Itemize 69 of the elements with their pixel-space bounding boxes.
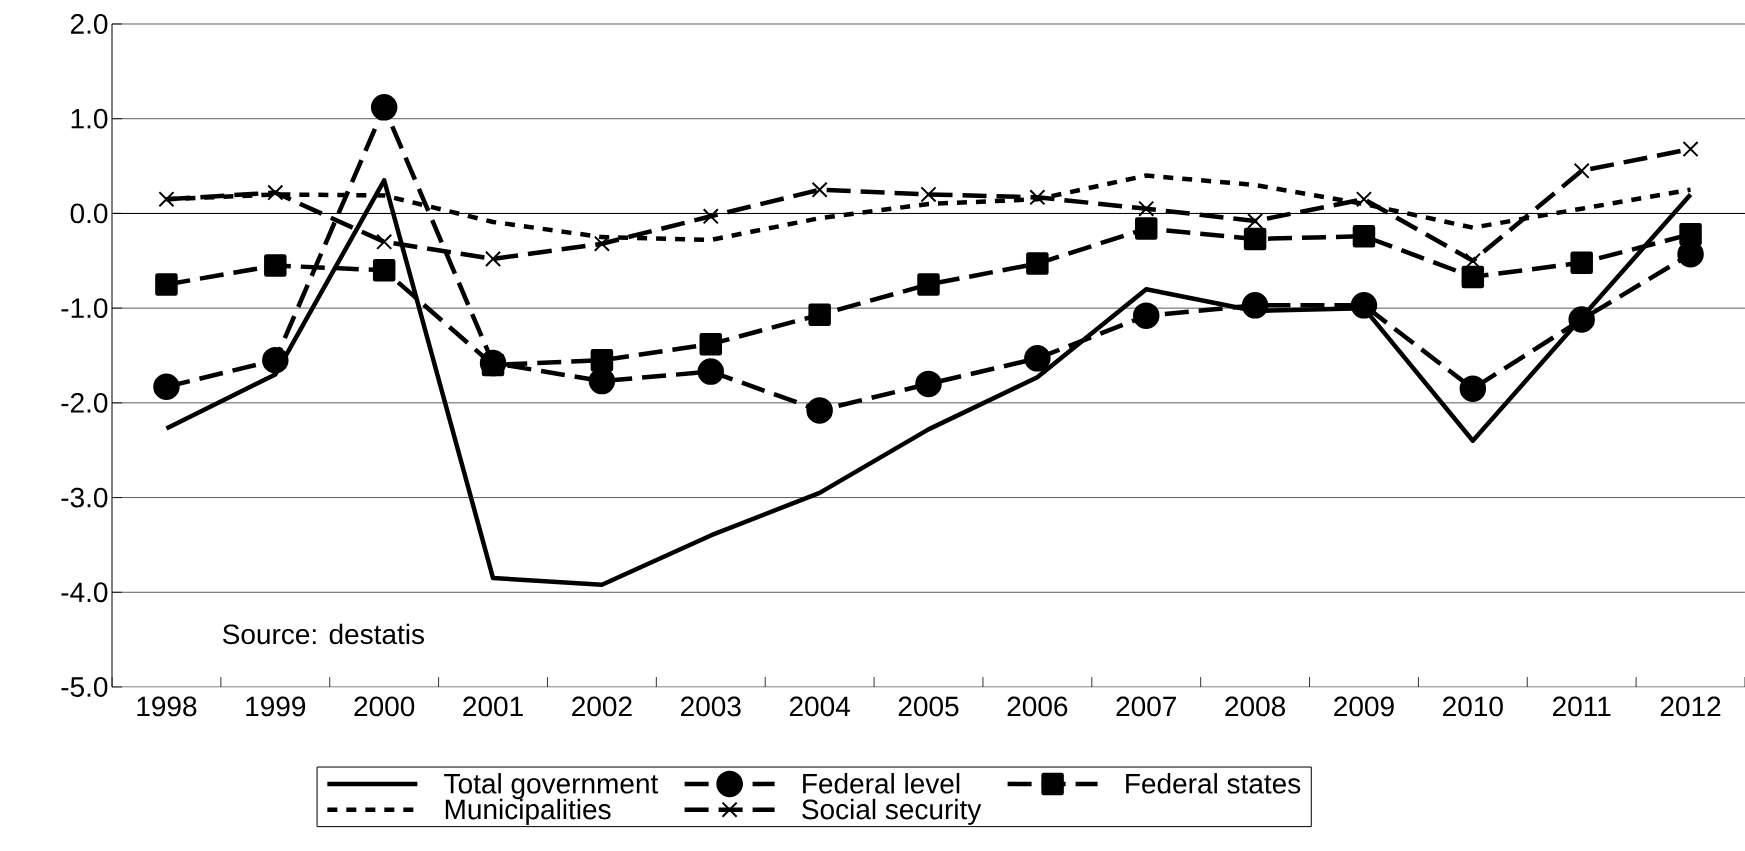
point [1243, 227, 1267, 251]
point [267, 184, 284, 201]
point [479, 349, 507, 377]
y-tick-label: -4.0 [61, 582, 108, 603]
point [1461, 265, 1485, 289]
x-tick-label: 1998 [137, 696, 197, 717]
point [372, 259, 396, 282]
point [153, 373, 180, 400]
point [264, 254, 287, 277]
x-tick-label: 2011 [1553, 696, 1611, 717]
point [697, 358, 725, 385]
point [1024, 345, 1051, 372]
legend-label: Municipalities [445, 798, 611, 825]
point [155, 273, 178, 296]
y-tick-label: -2.0 [61, 392, 108, 413]
y-tick-label: 1.0 [71, 108, 108, 129]
legend-label: Federal states [1126, 773, 1301, 794]
point [1570, 251, 1593, 274]
y-tick-label: 0.0 [70, 203, 108, 224]
point [1352, 224, 1376, 248]
point [1682, 140, 1699, 158]
x-tick-label: 2010 [1443, 696, 1503, 717]
point [1247, 212, 1264, 230]
x-tick-label: 1999 [246, 696, 306, 717]
point [808, 303, 831, 327]
point [262, 346, 289, 374]
x-tick-label: 2009 [1334, 696, 1394, 717]
point [702, 208, 719, 225]
point [1355, 191, 1373, 208]
point [1029, 189, 1046, 206]
point [593, 235, 610, 252]
point [806, 397, 833, 424]
annotation: Source: destatis [222, 623, 425, 645]
point [915, 370, 942, 398]
point [376, 233, 393, 250]
point [811, 181, 828, 198]
y-tick-label: -5.0 [61, 677, 108, 697]
point [484, 250, 502, 267]
point [1138, 200, 1155, 217]
point [1568, 306, 1595, 333]
point [158, 191, 175, 208]
point [1573, 162, 1590, 179]
x-tick-label: 2000 [354, 696, 415, 717]
x-tick-label: 2003 [681, 696, 741, 717]
legend-label: Social security [802, 798, 982, 825]
point [1026, 252, 1049, 275]
point [1679, 223, 1702, 246]
y-tick-label: -1.0 [61, 298, 108, 319]
x-tick-label: 2005 [898, 696, 959, 717]
legend-label: Federal level [803, 773, 960, 794]
x-tick-label: 2006 [1007, 696, 1068, 717]
point [1459, 375, 1487, 402]
point [1134, 217, 1158, 240]
point [590, 348, 614, 372]
point [370, 94, 398, 121]
x-tick-label: 2002 [572, 696, 632, 717]
x-tick-label: 2001 [463, 696, 523, 717]
x-tick-label: 2008 [1225, 696, 1285, 717]
y-tick-label: 2.0 [70, 14, 108, 34]
point [699, 332, 723, 356]
point [1241, 292, 1269, 319]
point [1132, 302, 1160, 329]
point [1350, 292, 1378, 319]
y-tick-label: -3.0 [61, 487, 108, 508]
x-tick-label: 2004 [789, 696, 850, 717]
x-tick-label: 2007 [1116, 696, 1176, 717]
point [920, 186, 937, 203]
point [917, 273, 940, 296]
x-tick-label: 2012 [1660, 696, 1721, 717]
